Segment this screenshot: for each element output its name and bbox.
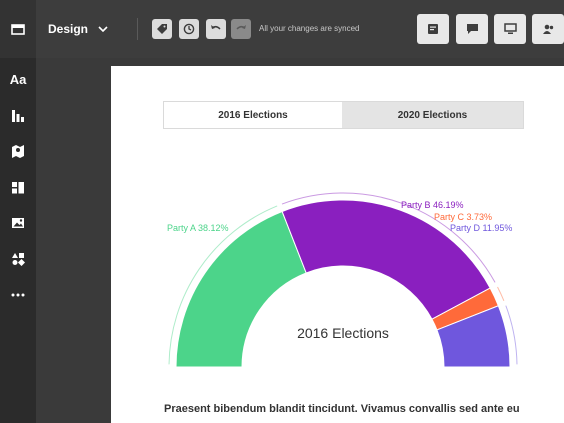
slice-party-d[interactable] [436, 305, 511, 368]
sidebar-item-text[interactable]: Aa [0, 64, 36, 94]
undo-icon [211, 25, 221, 30]
share-button[interactable] [532, 14, 564, 44]
left-sidebar: Aa [0, 58, 36, 423]
redo-icon [236, 25, 246, 30]
image-icon [12, 218, 24, 228]
guide-arc-party-d [505, 305, 518, 365]
toolbar-divider [137, 18, 138, 40]
sidebar-item-maps[interactable] [0, 136, 36, 166]
sidebar-item-layout[interactable] [0, 172, 36, 202]
top-bar: Design All your changes are synced [0, 0, 564, 58]
sync-status: All your changes are synced [259, 24, 360, 33]
label-party-d: Party D 11.95% [450, 223, 512, 233]
label-party-a: Party A 38.12% [167, 223, 229, 233]
editor-canvas: 2016 Elections 2020 Elections Party A 38… [111, 66, 564, 423]
notes-icon [428, 24, 438, 34]
text-icon: Aa [9, 71, 27, 87]
bar-chart-icon [12, 109, 24, 122]
map-icon [12, 145, 24, 158]
notes-button[interactable] [417, 14, 449, 44]
guide-arc-party-b [281, 192, 496, 283]
label-party-c: Party C 3.73% [434, 212, 492, 222]
chart-center-label: 2016 Elections [297, 325, 389, 341]
sidebar-item-shapes[interactable] [0, 244, 36, 274]
preview-button[interactable] [494, 14, 526, 44]
more-icon [11, 293, 25, 297]
home-button[interactable] [0, 0, 36, 58]
election-donut-chart: Party A 38.12% Party B 46.19% Party C 3.73… [167, 192, 518, 368]
sidebar-item-more[interactable] [0, 280, 36, 310]
home-icon [11, 24, 25, 35]
layout-icon [12, 181, 24, 193]
chevron-down-icon [98, 26, 108, 32]
tag-icon [157, 24, 167, 34]
people-icon [542, 24, 553, 34]
shapes-icon [12, 253, 25, 266]
mode-dropdown[interactable]: Design [48, 16, 108, 42]
label-party-b: Party B 46.19% [401, 200, 464, 210]
redo-button[interactable] [231, 19, 251, 39]
tag-button[interactable] [152, 19, 172, 39]
guide-arc-party-a [168, 205, 278, 365]
undo-button[interactable] [206, 19, 226, 39]
sidebar-item-charts[interactable] [0, 100, 36, 130]
election-tabs: 2016 Elections 2020 Elections [163, 101, 524, 129]
slice-party-a[interactable] [175, 210, 307, 368]
slice-party-b[interactable] [281, 199, 491, 320]
tab-2016-elections[interactable]: 2016 Elections [164, 102, 342, 128]
history-button[interactable] [179, 19, 199, 39]
guide-arc-party-c [497, 286, 505, 301]
comment-button[interactable] [456, 14, 488, 44]
history-icon [183, 23, 195, 35]
sidebar-item-media[interactable] [0, 208, 36, 238]
tab-2020-elections[interactable]: 2020 Elections [342, 102, 523, 128]
comment-icon [466, 24, 478, 34]
mode-label: Design [48, 22, 89, 36]
body-paragraph: Praesent bibendum blandit tincidunt. Viv… [164, 403, 520, 415]
monitor-icon [503, 23, 517, 34]
